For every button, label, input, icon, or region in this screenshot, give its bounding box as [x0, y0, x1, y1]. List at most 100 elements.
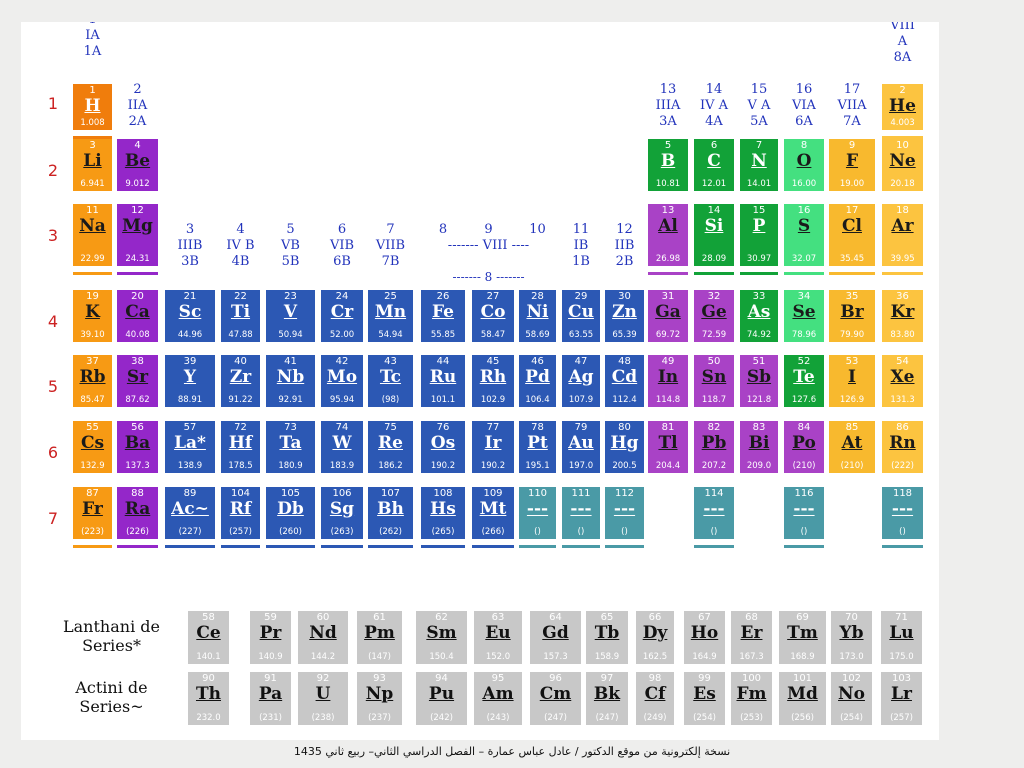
element-Ac-89[interactable]: 89 Ac~ (227): [165, 487, 215, 539]
element-Pd-46[interactable]: 46 Pd 106.4: [519, 355, 556, 407]
lanthanide-element-Pm[interactable]: 61 Pm (147): [357, 611, 402, 664]
element-Ru-44[interactable]: 44 Ru 101.1: [421, 355, 465, 407]
element--118[interactable]: 118 --- (): [882, 487, 923, 539]
element-Bi-83[interactable]: 83 Bi 209.0: [740, 421, 778, 473]
element-Tl-81[interactable]: 81 Tl 204.4: [648, 421, 688, 473]
lanthanide-element-Lu[interactable]: 71 Lu 175.0: [881, 611, 922, 664]
lanthanide-element-Tb[interactable]: 65 Tb 158.9: [586, 611, 628, 664]
actinide-element-Am[interactable]: 95 Am (243): [474, 672, 522, 725]
element-Ba-56[interactable]: 56 Ba 137.3: [117, 421, 158, 473]
element-Ta-73[interactable]: 73 Ta 180.9: [266, 421, 315, 473]
element-Li-3[interactable]: 3 Li 6.941: [73, 139, 112, 191]
element-Fr-87[interactable]: 87 Fr (223): [73, 487, 112, 539]
element-Ge-32[interactable]: 32 Ge 72.59: [694, 290, 734, 342]
element-Ca-20[interactable]: 20 Ca 40.08: [117, 290, 158, 342]
element-Ti-22[interactable]: 22 Ti 47.88: [221, 290, 260, 342]
element--114[interactable]: 114 --- (): [694, 487, 734, 539]
element-Rh-45[interactable]: 45 Rh 102.9: [472, 355, 514, 407]
element-Co-27[interactable]: 27 Co 58.47: [472, 290, 514, 342]
element-Na-11[interactable]: 11 Na 22.99: [73, 204, 112, 266]
element-K-19[interactable]: 19 K 39.10: [73, 290, 112, 342]
element-Cr-24[interactable]: 24 Cr 52.00: [321, 290, 363, 342]
actinide-element-Pa[interactable]: 91 Pa (231): [250, 672, 291, 725]
actinide-element-Cf[interactable]: 98 Cf (249): [636, 672, 674, 725]
element-B-5[interactable]: 5 B 10.81: [648, 139, 688, 191]
element-H-1[interactable]: 1 H 1.008: [73, 84, 112, 130]
element-He-2[interactable]: 2 He 4.003: [882, 84, 923, 130]
lanthanide-element-Sm[interactable]: 62 Sm 150.4: [416, 611, 467, 664]
element-Pt-78[interactable]: 78 Pt 195.1: [519, 421, 556, 473]
element-W-74[interactable]: 74 W 183.9: [321, 421, 363, 473]
lanthanide-element-Er[interactable]: 68 Er 167.3: [731, 611, 772, 664]
element-Po-84[interactable]: 84 Po (210): [784, 421, 824, 473]
element-P-15[interactable]: 15 P 30.97: [740, 204, 778, 266]
element-Mn-25[interactable]: 25 Mn 54.94: [368, 290, 413, 342]
element-Kr-36[interactable]: 36 Kr 83.80: [882, 290, 923, 342]
element-C-6[interactable]: 6 C 12.01: [694, 139, 734, 191]
element-F-9[interactable]: 9 F 19.00: [829, 139, 875, 191]
element-Sr-38[interactable]: 38 Sr 87.62: [117, 355, 158, 407]
actinide-element-Th[interactable]: 90 Th 232.0: [188, 672, 229, 725]
element-Ir-77[interactable]: 77 Ir 190.2: [472, 421, 514, 473]
element-Pb-82[interactable]: 82 Pb 207.2: [694, 421, 734, 473]
element-Hg-80[interactable]: 80 Hg 200.5: [605, 421, 644, 473]
element-Rb-37[interactable]: 37 Rb 85.47: [73, 355, 112, 407]
element-I-53[interactable]: 53 I 126.9: [829, 355, 875, 407]
lanthanide-element-Tm[interactable]: 69 Tm 168.9: [779, 611, 826, 664]
element-Se-34[interactable]: 34 Se 78.96: [784, 290, 824, 342]
actinide-element-U[interactable]: 92 U (238): [298, 672, 348, 725]
actinide-element-Es[interactable]: 99 Es (254): [684, 672, 725, 725]
actinide-element-Fm[interactable]: 100 Fm (253): [731, 672, 772, 725]
element-Y-39[interactable]: 39 Y 88.91: [165, 355, 215, 407]
element-Tc-43[interactable]: 43 Tc (98): [368, 355, 413, 407]
element-Xe-54[interactable]: 54 Xe 131.3: [882, 355, 923, 407]
element-Zn-30[interactable]: 30 Zn 65.39: [605, 290, 644, 342]
element-Nb-41[interactable]: 41 Nb 92.91: [266, 355, 315, 407]
element-Sc-21[interactable]: 21 Sc 44.96: [165, 290, 215, 342]
lanthanide-element-Gd[interactable]: 64 Gd 157.3: [530, 611, 581, 664]
element-Au-79[interactable]: 79 Au 197.0: [562, 421, 600, 473]
element-Al-13[interactable]: 13 Al 26.98: [648, 204, 688, 266]
element-Db-105[interactable]: 105 Db (260): [266, 487, 315, 539]
element-Sg-106[interactable]: 106 Sg (263): [321, 487, 363, 539]
element-Br-35[interactable]: 35 Br 79.90: [829, 290, 875, 342]
lanthanide-element-Yb[interactable]: 70 Yb 173.0: [831, 611, 872, 664]
element-V-23[interactable]: 23 V 50.94: [266, 290, 315, 342]
element-Rn-86[interactable]: 86 Rn (222): [882, 421, 923, 473]
element-Cd-48[interactable]: 48 Cd 112.4: [605, 355, 644, 407]
element-Re-75[interactable]: 75 Re 186.2: [368, 421, 413, 473]
element-Cu-29[interactable]: 29 Cu 63.55: [562, 290, 600, 342]
element-Ra-88[interactable]: 88 Ra (226): [117, 487, 158, 539]
element-Mo-42[interactable]: 42 Mo 95.94: [321, 355, 363, 407]
element-Fe-26[interactable]: 26 Fe 55.85: [421, 290, 465, 342]
actinide-element-Md[interactable]: 101 Md (256): [779, 672, 826, 725]
element--111[interactable]: 111 --- (): [562, 487, 600, 539]
element-Sn-50[interactable]: 50 Sn 118.7: [694, 355, 734, 407]
element-Hf-72[interactable]: 72 Hf 178.5: [221, 421, 260, 473]
element--112[interactable]: 112 --- (): [605, 487, 644, 539]
element-La-57[interactable]: 57 La* 138.9: [165, 421, 215, 473]
lanthanide-element-Dy[interactable]: 66 Dy 162.5: [636, 611, 674, 664]
element-Mg-12[interactable]: 12 Mg 24.31: [117, 204, 158, 266]
element-Ni-28[interactable]: 28 Ni 58.69: [519, 290, 556, 342]
element-As-33[interactable]: 33 As 74.92: [740, 290, 778, 342]
element-Ga-31[interactable]: 31 Ga 69.72: [648, 290, 688, 342]
element-N-7[interactable]: 7 N 14.01: [740, 139, 778, 191]
element-Ag-47[interactable]: 47 Ag 107.9: [562, 355, 600, 407]
actinide-element-Bk[interactable]: 97 Bk (247): [586, 672, 628, 725]
lanthanide-element-Ce[interactable]: 58 Ce 140.1: [188, 611, 229, 664]
element-Ne-10[interactable]: 10 Ne 20.18: [882, 139, 923, 191]
actinide-element-Pu[interactable]: 94 Pu (242): [416, 672, 467, 725]
element-Cs-55[interactable]: 55 Cs 132.9: [73, 421, 112, 473]
element-Rf-104[interactable]: 104 Rf (257): [221, 487, 260, 539]
element--116[interactable]: 116 --- (): [784, 487, 824, 539]
actinide-element-Cm[interactable]: 96 Cm (247): [530, 672, 581, 725]
element-In-49[interactable]: 49 In 114.8: [648, 355, 688, 407]
lanthanide-element-Pr[interactable]: 59 Pr 140.9: [250, 611, 291, 664]
element-Sb-51[interactable]: 51 Sb 121.8: [740, 355, 778, 407]
actinide-element-No[interactable]: 102 No (254): [831, 672, 872, 725]
element-Os-76[interactable]: 76 Os 190.2: [421, 421, 465, 473]
element-Ar-18[interactable]: 18 Ar 39.95: [882, 204, 923, 266]
element-O-8[interactable]: 8 O 16.00: [784, 139, 824, 191]
actinide-element-Np[interactable]: 93 Np (237): [357, 672, 402, 725]
